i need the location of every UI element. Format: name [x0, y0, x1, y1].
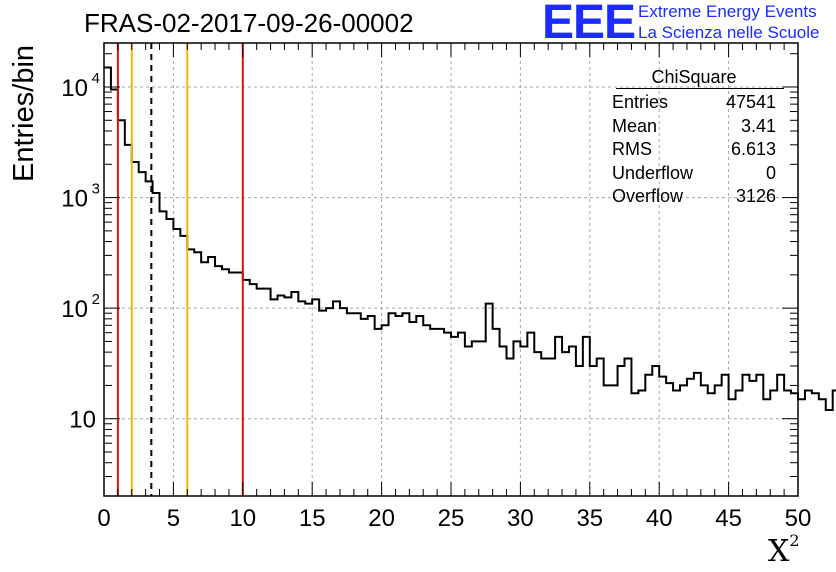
- stats-box-divider: [616, 88, 784, 89]
- stats-value: 6.613: [730, 139, 776, 159]
- stats-label: Underflow: [612, 162, 694, 183]
- x-tick-label: 25: [438, 505, 465, 532]
- x-tick-label: 10: [229, 505, 256, 532]
- stats-row: Underflow 0: [612, 162, 776, 186]
- stats-row: RMS 6.613: [612, 138, 776, 162]
- stats-value: 3126: [735, 186, 776, 206]
- stats-label: Mean: [612, 115, 658, 136]
- stats-label: Overflow: [612, 186, 684, 206]
- x-tick-label: 20: [368, 505, 395, 532]
- histogram-series: [104, 66, 836, 411]
- y-tick-label-exponent: 3: [92, 181, 100, 198]
- y-tick-label: 10: [61, 75, 88, 102]
- logo-subtitle-line2: La Scienza nelle Scuole: [638, 23, 820, 42]
- stats-row: Entries 47541: [612, 91, 776, 115]
- x-tick-label: 45: [715, 505, 742, 532]
- stats-value: 47541: [725, 92, 776, 112]
- stats-label: RMS: [612, 139, 652, 159]
- x-tick-label: 50: [785, 505, 812, 532]
- logo-subtitle-line1: Extreme Energy Events: [638, 2, 817, 21]
- y-tick-label: 10: [61, 296, 88, 323]
- x-axis-label: X2: [768, 531, 800, 569]
- stats-box: ChiSquare Entries 47541 Mean 3.41 RMS 6.613…: [612, 66, 784, 209]
- stats-row: Overflow 3126: [612, 185, 776, 209]
- x-tick-label: 30: [507, 505, 534, 532]
- stats-row: Mean 3.41: [612, 115, 776, 139]
- stats-label: Entries: [612, 92, 669, 112]
- x-axis-label-exponent: 2: [789, 531, 800, 550]
- x-axis-label-base: X: [768, 534, 790, 569]
- x-tick-label: 0: [97, 505, 110, 532]
- stats-box-title: ChiSquare: [651, 67, 737, 87]
- x-tick-label: 15: [299, 505, 326, 532]
- stats-value: 0: [765, 162, 776, 183]
- x-tick-label: 35: [576, 505, 603, 532]
- x-tick-label: 40: [646, 505, 673, 532]
- x-tick-label: 5: [167, 505, 180, 532]
- y-axis-label: Entries/bin: [8, 44, 40, 182]
- stats-value: 3.41: [740, 115, 776, 136]
- chart-title: FRAS-02-2017-09-26-00002: [84, 8, 414, 38]
- eee-logo: EEE: [542, 0, 636, 49]
- y-tick-label: 10: [69, 407, 96, 434]
- y-tick-label-exponent: 4: [92, 70, 100, 87]
- y-tick-label-exponent: 2: [92, 291, 100, 308]
- y-tick-label: 10: [61, 186, 88, 213]
